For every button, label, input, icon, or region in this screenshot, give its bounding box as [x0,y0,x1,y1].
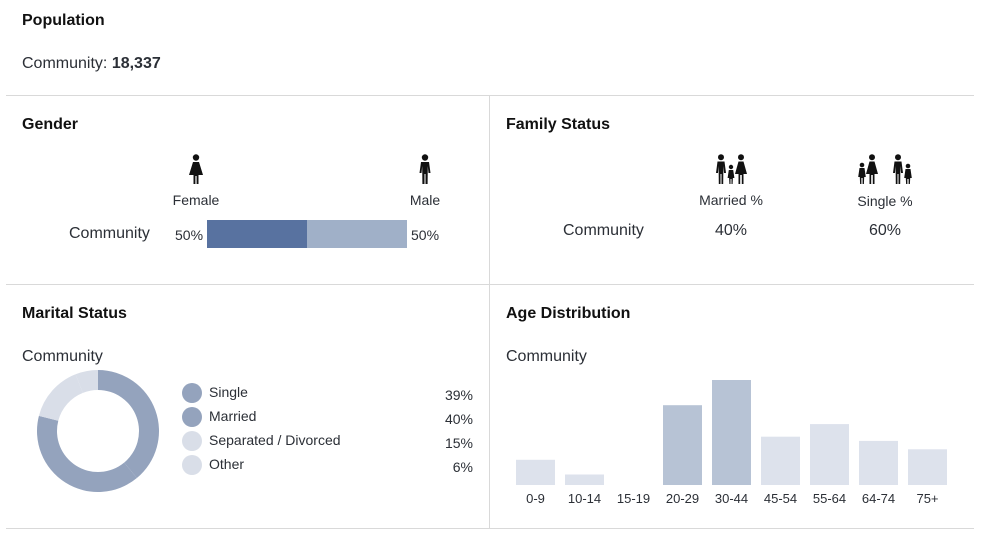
legend-dot-separated [182,431,202,451]
gender-male-label: Male [409,192,441,208]
gender-bar-male [307,220,407,248]
legend-pct-separated: 15% [444,435,473,451]
legend-pct-single: 39% [444,387,473,403]
marital-donut-chart [37,370,159,492]
legend-dot-married [182,407,202,427]
female-icon [189,154,203,184]
age-bar-30-44 [712,380,751,485]
age-bar-0-9 [516,459,555,485]
age-tick-15-19: 15-19 [617,491,650,506]
donut-slice-married [37,415,137,492]
age-tick-20-29: 20-29 [666,491,699,506]
marital-community-label: Community [22,348,103,365]
age-tick-55-64: 55-64 [813,491,846,506]
male-icon [419,154,431,184]
population-community-row: Community: 18,337 [22,55,161,73]
family-married-label: Married % [699,192,763,208]
population-community-value: 18,337 [111,55,161,72]
family-title: Family Status [506,116,611,133]
legend-dot-other [182,455,202,475]
donut-slice-other [75,370,98,393]
family-married-pct: 40% [714,222,748,239]
gender-male-pct: 50% [411,227,440,243]
legend-label-married: Married [209,408,257,424]
legend-pct-married: 40% [444,411,473,427]
age-bar-75plus [908,449,947,485]
age-bar-chart: 0-9 10-14 15-19 20-29 30-44 45-54 55-64 64-74 75… [516,380,947,506]
population-title: Population [22,12,105,29]
marital-title: Marital Status [22,305,127,322]
age-bar-20-29 [663,405,702,485]
age-bar-45-54 [761,436,800,485]
legend-label-separated: Separated / Divorced [209,432,341,448]
divider-top [6,95,974,96]
gender-row-label: Community [69,225,150,242]
donut-slice-separated-divorced [38,374,83,421]
gender-female-label: Female [172,192,220,208]
age-tick-75plus: 75+ [916,491,938,506]
family-single-label: Single % [857,193,913,209]
gender-title: Gender [22,116,79,133]
age-tick-10-14: 10-14 [568,491,601,506]
age-community-label: Community [506,348,587,365]
legend-label-single: Single [209,384,248,400]
age-bar-55-64 [810,424,849,485]
legend-label-other: Other [209,456,245,472]
age-tick-0-9: 0-9 [526,491,545,506]
gender-bar [207,220,407,248]
married-family-icon [716,154,747,184]
divider-middle [6,284,974,285]
population-community-label: Community: [22,55,108,72]
legend-pct-other: 6% [452,459,473,475]
gender-bar-female [207,220,307,248]
family-row-label: Community [563,222,644,239]
age-bar-64-74 [859,440,898,485]
age-title: Age Distribution [506,305,631,322]
donut-slice-single [98,370,159,479]
age-tick-64-74: 64-74 [862,491,895,506]
divider-vertical [489,95,490,528]
divider-bottom [6,528,974,529]
age-bar-10-14 [565,474,604,485]
age-tick-30-44: 30-44 [715,491,748,506]
single-family-icon [858,154,912,184]
gender-female-pct: 50% [175,227,204,243]
family-single-pct: 60% [868,222,902,239]
legend-dot-single [182,383,202,403]
age-tick-45-54: 45-54 [764,491,797,506]
